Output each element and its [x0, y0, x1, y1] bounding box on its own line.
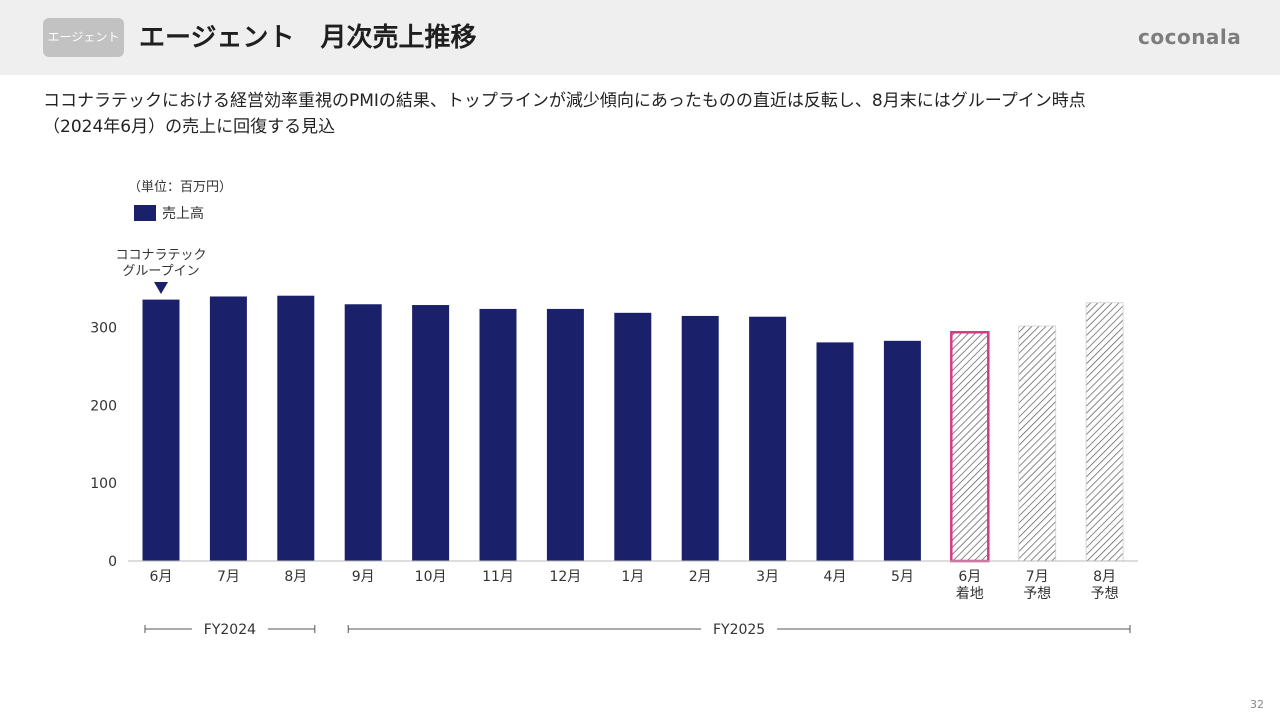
coconala-logo: coconala: [1138, 25, 1242, 49]
x-tick-label: 着地: [956, 586, 984, 602]
bar-12: [950, 331, 990, 563]
chart-legend: 売上高: [134, 203, 204, 223]
x-tick-label: 10月: [415, 569, 447, 585]
x-tick-label: 2月: [689, 569, 712, 585]
bar-7: [614, 312, 652, 561]
bar-0: [142, 299, 180, 561]
bar-11: [883, 340, 921, 561]
unit-label: （単位：百万円）: [128, 180, 233, 195]
header-bar: エージェント エージェント 月次売上推移 coconala: [0, 0, 1280, 75]
annotation-label: グループイン: [122, 264, 199, 279]
annotation-arrow: [154, 282, 168, 294]
x-tick-label: 7月: [1026, 569, 1049, 585]
x-tick-label: 予想: [1023, 586, 1051, 602]
bar-9: [749, 316, 787, 561]
x-tick-label: 8月: [1093, 569, 1116, 585]
period-label: FY2025: [713, 622, 765, 638]
y-tick-label: 0: [108, 554, 117, 570]
x-tick-label: 1月: [621, 569, 644, 585]
bar-1: [209, 296, 247, 561]
x-tick-label: 予想: [1091, 586, 1119, 602]
x-tick-label: 4月: [824, 569, 847, 585]
x-tick-label: 7月: [217, 569, 240, 585]
bar-2: [277, 295, 315, 561]
legend-label: 売上高: [162, 206, 204, 222]
bar-3: [344, 304, 382, 561]
x-tick-label: 8月: [284, 569, 307, 585]
lead-line-1: ココナラテックにおける経営効率重視のPMIの結果、トップラインが減少傾向にあった…: [43, 91, 1086, 111]
bar-13: [1018, 325, 1057, 562]
bar-14: [1085, 302, 1124, 562]
period-label: FY2024: [204, 622, 256, 638]
legend-swatch: [134, 205, 156, 221]
x-tick-label: 6月: [958, 569, 981, 585]
bar-8: [681, 315, 719, 561]
x-tick-label: 12月: [549, 569, 581, 585]
x-tick-label: 5月: [891, 569, 914, 585]
lead-text: ココナラテックにおける経営効率重視のPMIの結果、トップラインが減少傾向にあった…: [43, 88, 1243, 140]
bar-5: [479, 308, 517, 561]
y-tick-label: 200: [90, 398, 117, 414]
bar-10: [816, 342, 854, 561]
bar-6: [546, 308, 584, 561]
y-tick-label: 100: [90, 476, 117, 492]
x-tick-label: 11月: [482, 569, 514, 585]
page-number: 32: [1250, 698, 1264, 711]
y-tick-label: 300: [90, 321, 117, 337]
x-tick-label: 6月: [150, 569, 173, 585]
page-title: エージェント 月次売上推移: [139, 23, 477, 53]
lead-line-2: （2024年6月）の売上に回復する見込: [43, 117, 336, 137]
x-tick-label: 9月: [352, 569, 375, 585]
section-badge: エージェント: [43, 18, 124, 57]
annotation-label: ココナラテック: [115, 248, 206, 263]
bar-4: [412, 305, 450, 561]
x-tick-label: 3月: [756, 569, 779, 585]
